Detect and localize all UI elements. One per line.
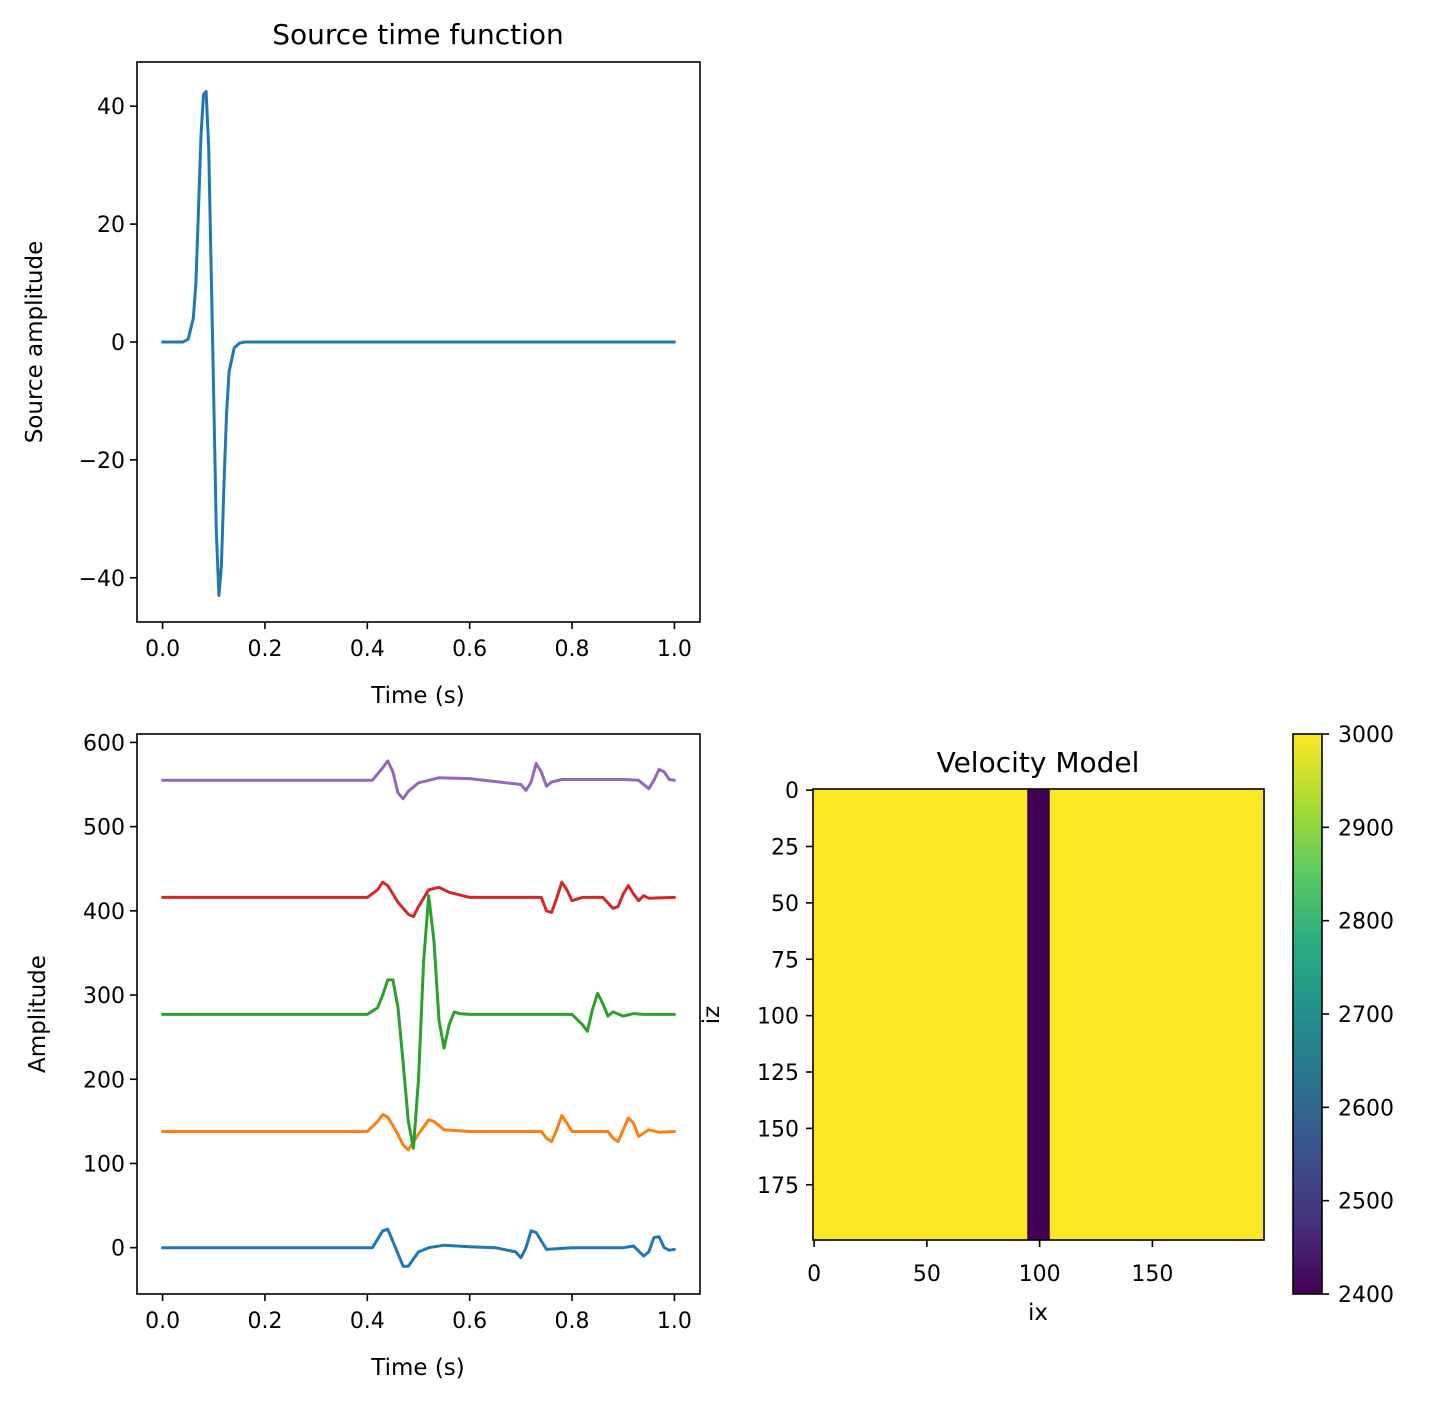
traces-y-tick-label: 400 bbox=[83, 900, 125, 925]
traces-y-tick-label: 100 bbox=[83, 1152, 125, 1177]
velocity-y-tick-label: 25 bbox=[771, 836, 799, 861]
velocity-y-tick-label: 75 bbox=[771, 948, 799, 973]
traces-series-line-0 bbox=[161, 1227, 676, 1268]
velocity-x-tick-label: 150 bbox=[1131, 1262, 1173, 1287]
traces-x-tick-label: 0.0 bbox=[145, 1309, 180, 1334]
traces-y-label: Amplitude bbox=[25, 955, 51, 1073]
traces-y-tick-label: 500 bbox=[83, 816, 125, 841]
colorbar-tick-label: 2700 bbox=[1338, 1003, 1394, 1028]
traces-x-ticks: 0.0 0.2 0.4 0.6 0.8 1.0 bbox=[145, 1294, 692, 1334]
traces-y-tick-label: 600 bbox=[83, 731, 125, 756]
traces-x-tick-label: 0.4 bbox=[350, 1309, 385, 1334]
source-plot-area bbox=[161, 90, 676, 597]
colorbar-tick-label: 2800 bbox=[1338, 910, 1394, 935]
traces-plot-frame bbox=[136, 733, 701, 1295]
source-y-tick-label: −20 bbox=[79, 449, 125, 474]
source-x-tick-label: 0.2 bbox=[247, 637, 282, 662]
source-y-tick-label: 0 bbox=[111, 331, 125, 356]
source-y-tick-label: 40 bbox=[97, 95, 125, 120]
velocity-x-tick-label: 0 bbox=[807, 1262, 821, 1287]
colorbar-tick-label: 2600 bbox=[1338, 1096, 1394, 1121]
velocity-x-ticks: 0 50 100 150 bbox=[807, 1240, 1173, 1287]
source-x-tick-label: 1.0 bbox=[657, 637, 692, 662]
velocity-plot-frame bbox=[812, 788, 1265, 1241]
colorbar-tick-label: 2400 bbox=[1338, 1283, 1394, 1308]
velocity-y-ticks: 0 25 50 75 100 125 150 175 bbox=[757, 779, 813, 1199]
velocity-x-tick-label: 50 bbox=[913, 1262, 941, 1287]
source-x-tick-label: 0.6 bbox=[452, 637, 487, 662]
velocity-x-tick-label: 100 bbox=[1019, 1262, 1061, 1287]
source-y-tick-label: −40 bbox=[79, 567, 125, 592]
traces-chart: 0.0 0.2 0.4 0.6 0.8 1.0 0 100 200 300 400 500 600 T… bbox=[25, 731, 701, 1381]
velocity-y-tick-label: 175 bbox=[757, 1174, 799, 1199]
source-x-tick-label: 0.8 bbox=[555, 637, 590, 662]
traces-series-line-3 bbox=[161, 880, 676, 919]
source-x-tick-label: 0.4 bbox=[350, 637, 385, 662]
velocity-chart-title: Velocity Model bbox=[937, 746, 1140, 779]
source-chart-title: Source time function bbox=[272, 18, 564, 51]
colorbar-tick-label: 3000 bbox=[1338, 723, 1394, 748]
traces-x-tick-label: 0.8 bbox=[555, 1309, 590, 1334]
velocity-y-tick-label: 125 bbox=[757, 1061, 799, 1086]
velocity-y-tick-label: 150 bbox=[757, 1117, 799, 1142]
traces-series-line-1 bbox=[161, 1113, 676, 1152]
colorbar bbox=[1292, 733, 1323, 1295]
traces-plot-area bbox=[161, 759, 676, 1268]
traces-x-tick-label: 0.6 bbox=[452, 1309, 487, 1334]
traces-x-tick-label: 0.2 bbox=[247, 1309, 282, 1334]
velocity-y-tick-label: 100 bbox=[757, 1005, 799, 1030]
colorbar-tick-label: 2900 bbox=[1338, 816, 1394, 841]
traces-series-line-2 bbox=[161, 894, 676, 1150]
traces-y-tick-label: 200 bbox=[83, 1068, 125, 1093]
source-x-tick-label: 0.0 bbox=[145, 637, 180, 662]
velocity-image bbox=[813, 789, 1264, 1240]
traces-y-ticks: 0 100 200 300 400 500 600 bbox=[83, 731, 137, 1262]
source-x-ticks: 0.0 0.2 0.4 0.6 0.8 1.0 bbox=[145, 622, 692, 662]
velocity-y-tick-label: 0 bbox=[785, 779, 799, 804]
velocity-low-anomaly bbox=[1027, 789, 1050, 1240]
traces-series-line-4 bbox=[161, 759, 676, 801]
source-y-ticks: −40 −20 0 20 40 bbox=[79, 95, 137, 592]
colorbar-ticks: 2400 2500 2600 2700 2800 2900 3000 bbox=[1322, 723, 1394, 1308]
traces-x-label: Time (s) bbox=[370, 1355, 465, 1381]
velocity-x-label: ix bbox=[1028, 1300, 1048, 1326]
source-y-tick-label: 20 bbox=[97, 213, 125, 238]
traces-y-tick-label: 0 bbox=[111, 1237, 125, 1262]
traces-x-tick-label: 1.0 bbox=[657, 1309, 692, 1334]
source-y-label: Source amplitude bbox=[22, 241, 48, 444]
source-x-label: Time (s) bbox=[370, 683, 465, 709]
source-chart: Source time function 0.0 0.2 0.4 0.6 0.8 1.0 … bbox=[22, 18, 701, 709]
colorbar-tick-label: 2500 bbox=[1338, 1190, 1394, 1215]
velocity-chart: Velocity Model 0 50 100 150 0 25 50 75 100 125 15… bbox=[699, 723, 1394, 1326]
velocity-y-tick-label: 50 bbox=[771, 892, 799, 917]
velocity-y-label: iz bbox=[699, 1006, 725, 1024]
source-series-line-0 bbox=[161, 90, 676, 597]
traces-y-tick-label: 300 bbox=[83, 984, 125, 1009]
